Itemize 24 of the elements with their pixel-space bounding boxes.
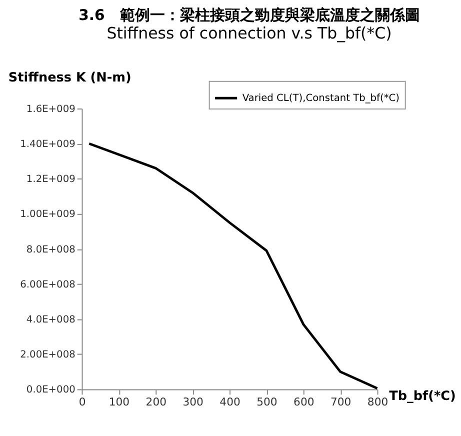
x-tick-label: 600 — [294, 395, 314, 408]
chart-title: 3.6 範例一：梁柱接頭之勁度與梁底溫度之關係圖 — [78, 6, 420, 24]
x-tick-label: 500 — [256, 395, 278, 408]
y-tick-label: 0.0E+000 — [26, 384, 76, 396]
chart-subtitle: Stiffness of connection v.s Tb_bf(*C) — [106, 24, 392, 43]
y-tick-label: 4.0E+008 — [26, 314, 76, 326]
y-tick-label: 6.00E+008 — [20, 279, 76, 290]
x-tick-label: 800 — [367, 395, 388, 408]
x-tick-label: 400 — [220, 395, 240, 408]
legend-label: Varied CL(T),Constant Tb_bf(*C) — [242, 93, 400, 104]
x-tick-label: 0 — [78, 395, 86, 408]
y-tick-label: 8.0E+008 — [26, 244, 76, 256]
x-tick-label: 200 — [146, 395, 167, 408]
x-tick-label: 300 — [182, 395, 204, 408]
x-axis-title: Tb_bf(*C) — [389, 389, 456, 404]
y-tick-label: 1.6E+009 — [26, 104, 76, 115]
y-tick-label: 2.00E+008 — [20, 350, 76, 361]
y-tick-label: 1.2E+009 — [26, 174, 76, 186]
y-tick-label: 1.00E+009 — [20, 209, 76, 220]
y-tick-label: 1.40E+009 — [20, 139, 76, 150]
x-tick-label: 100 — [108, 395, 130, 408]
line-series — [88, 142, 379, 390]
x-tick-label: 700 — [330, 395, 352, 408]
y-axis-title: Stiffness K (N-m) — [8, 70, 132, 86]
